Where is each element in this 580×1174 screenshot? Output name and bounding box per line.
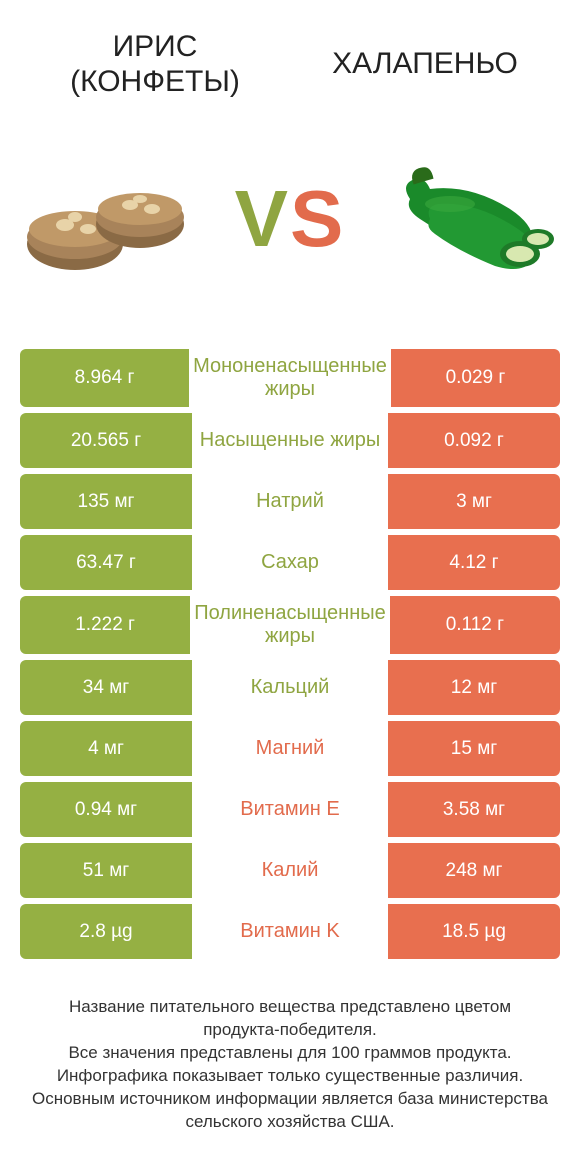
vs-v: V xyxy=(235,174,290,263)
right-product-title: ХАЛАПЕНЬО xyxy=(304,47,547,82)
footer-line: Название питательного вещества представл… xyxy=(30,996,550,1042)
left-value: 8.964 г xyxy=(20,349,189,407)
right-value: 0.112 г xyxy=(390,596,560,654)
vs-row: VS xyxy=(20,119,560,319)
nutrient-label: Насыщенные жиры xyxy=(192,413,388,468)
left-value: 63.47 г xyxy=(20,535,192,590)
left-value: 2.8 µg xyxy=(20,904,192,959)
infographic-container: ИРИС (КОНФЕТЫ) ХАЛАПЕНЬО VS xyxy=(0,0,580,1174)
right-product-image xyxy=(380,149,560,289)
nutrient-row: 63.47 гСахар4.12 г xyxy=(20,535,560,590)
right-value: 4.12 г xyxy=(388,535,560,590)
right-value: 18.5 µg xyxy=(388,904,560,959)
nutrient-label: Полиненасыщенные жиры xyxy=(190,596,390,654)
nutrient-label: Кальций xyxy=(192,660,388,715)
vs-label: VS xyxy=(235,173,346,265)
nutrient-row: 4 мгМагний15 мг xyxy=(20,721,560,776)
nutrient-row: 8.964 гМононенасыщенные жиры0.029 г xyxy=(20,349,560,407)
nutrient-label: Витамин K xyxy=(192,904,388,959)
nutrient-table: 8.964 гМононенасыщенные жиры0.029 г 20.56… xyxy=(20,349,560,965)
footer-line: Инфографика показывает только существенн… xyxy=(30,1065,550,1088)
nutrient-label: Натрий xyxy=(192,474,388,529)
nutrient-row: 51 мгКалий248 мг xyxy=(20,843,560,898)
right-value: 248 мг xyxy=(388,843,560,898)
nutrient-row: 1.222 гПолиненасыщенные жиры0.112 г xyxy=(20,596,560,654)
footer-line: Основным источником информации является … xyxy=(30,1088,550,1134)
left-value: 135 мг xyxy=(20,474,192,529)
nutrient-row: 0.94 мгВитамин E3.58 мг xyxy=(20,782,560,837)
left-value: 34 мг xyxy=(20,660,192,715)
header: ИРИС (КОНФЕТЫ) ХАЛАПЕНЬО xyxy=(20,30,560,99)
right-value: 12 мг xyxy=(388,660,560,715)
right-value: 0.029 г xyxy=(391,349,560,407)
left-value: 51 мг xyxy=(20,843,192,898)
vs-s: S xyxy=(290,174,345,263)
left-product-image xyxy=(20,149,200,289)
left-value: 0.94 мг xyxy=(20,782,192,837)
left-product-title: ИРИС (КОНФЕТЫ) xyxy=(34,30,277,99)
nutrient-label: Сахар xyxy=(192,535,388,590)
nutrient-row: 135 мгНатрий3 мг xyxy=(20,474,560,529)
left-value: 20.565 г xyxy=(20,413,192,468)
footer-line: Все значения представлены для 100 граммо… xyxy=(30,1042,550,1065)
right-value: 3 мг xyxy=(388,474,560,529)
left-value: 4 мг xyxy=(20,721,192,776)
nutrient-row: 2.8 µgВитамин K18.5 µg xyxy=(20,904,560,959)
footer-notes: Название питательного вещества представл… xyxy=(20,996,560,1134)
nutrient-label: Витамин E xyxy=(192,782,388,837)
left-value: 1.222 г xyxy=(20,596,190,654)
nutrient-label: Калий xyxy=(192,843,388,898)
right-value: 0.092 г xyxy=(388,413,560,468)
right-value: 3.58 мг xyxy=(388,782,560,837)
nutrient-row: 34 мгКальций12 мг xyxy=(20,660,560,715)
nutrient-row: 20.565 гНасыщенные жиры0.092 г xyxy=(20,413,560,468)
nutrient-label: Мононенасыщенные жиры xyxy=(189,349,391,407)
nutrient-label: Магний xyxy=(192,721,388,776)
right-value: 15 мг xyxy=(388,721,560,776)
